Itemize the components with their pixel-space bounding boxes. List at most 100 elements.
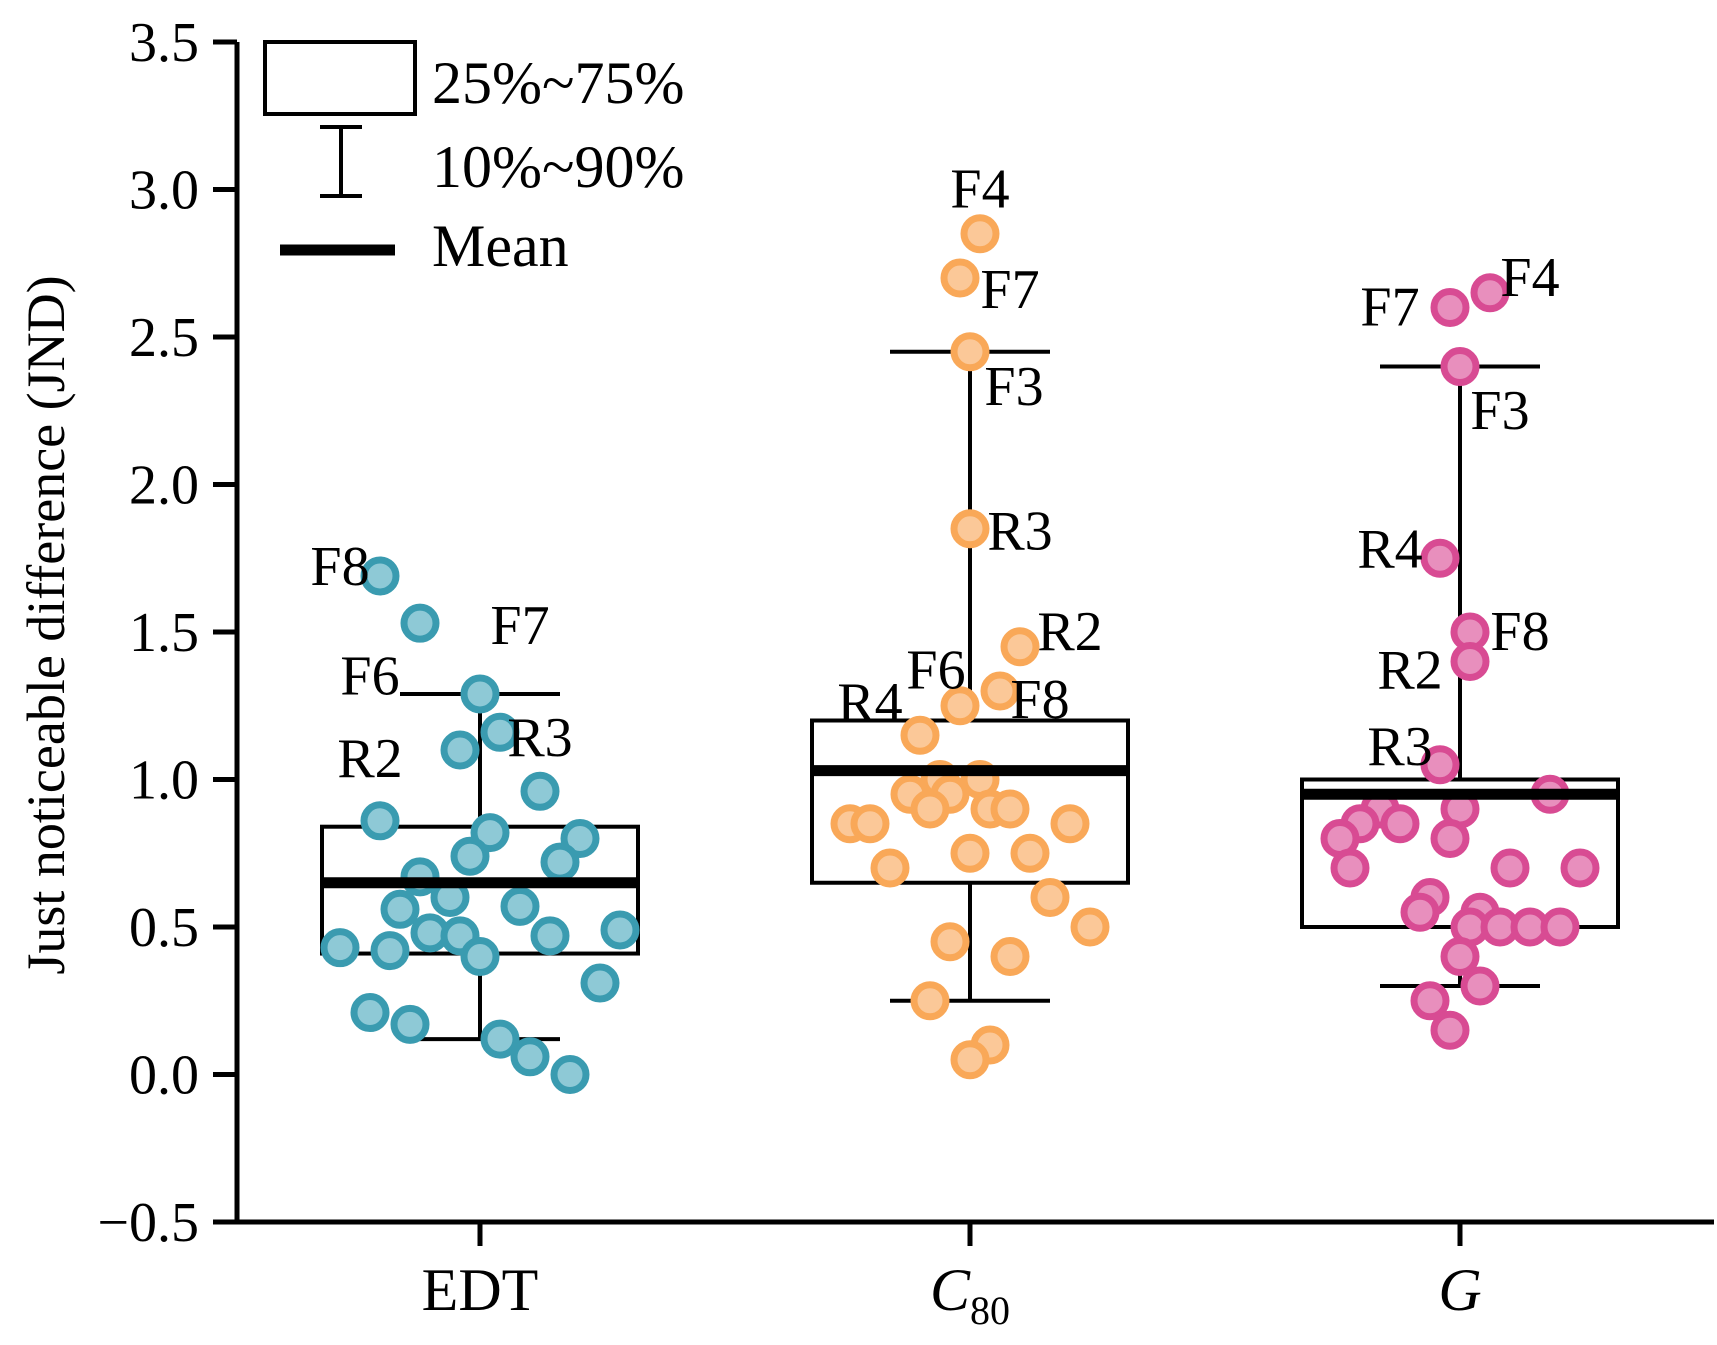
data-point-edt xyxy=(480,1019,520,1059)
data-point-edt xyxy=(460,674,500,714)
data-point-c80 xyxy=(990,937,1030,976)
data-point-edt xyxy=(540,842,580,882)
point-label-edt: R3 xyxy=(507,707,572,769)
data-point-g xyxy=(1440,347,1480,386)
data-point-edt xyxy=(480,712,520,752)
data-point-g xyxy=(1430,288,1470,327)
y-tick-label: 0.5 xyxy=(129,897,199,959)
data-point-edt xyxy=(600,910,640,950)
point-label-c80: F6 xyxy=(906,639,965,701)
data-point-c80 xyxy=(950,833,990,873)
data-point-c80 xyxy=(950,509,990,549)
data-point-edt xyxy=(360,801,400,841)
data-point-c80 xyxy=(930,922,970,962)
data-point-edt xyxy=(460,937,500,976)
data-point-edt xyxy=(510,1037,550,1077)
data-point-c80 xyxy=(1050,804,1090,844)
legend-box-label: 25%~75% xyxy=(432,50,684,116)
point-label-c80: R2 xyxy=(1037,601,1102,663)
data-point-edt xyxy=(550,1055,590,1094)
data-point-g xyxy=(1470,273,1510,313)
data-point-c80 xyxy=(1010,833,1050,873)
x-tick-label-c80: C80 xyxy=(930,1257,1010,1333)
data-point-edt xyxy=(390,1004,430,1044)
legend-box-swatch xyxy=(263,40,417,116)
point-label-g: F7 xyxy=(1360,277,1419,339)
y-tick-label: 3.5 xyxy=(129,12,199,74)
point-label-c80: F3 xyxy=(984,356,1043,418)
data-point-edt xyxy=(470,813,510,853)
data-point-edt xyxy=(370,931,410,971)
data-point-edt xyxy=(360,556,400,596)
data-point-g xyxy=(1380,804,1420,844)
legend: 25%~75% 10%~90% Mean xyxy=(263,40,684,279)
point-label-g: F8 xyxy=(1490,601,1549,663)
data-point-g xyxy=(1400,892,1440,932)
data-point-g xyxy=(1540,907,1580,947)
data-point-g xyxy=(1420,745,1460,785)
data-point-g xyxy=(1450,642,1490,681)
data-point-c80 xyxy=(910,789,950,829)
data-point-g xyxy=(1460,966,1500,1006)
point-label-c80: F8 xyxy=(1010,669,1069,731)
point-label-g: F4 xyxy=(1500,247,1559,309)
data-point-g xyxy=(1430,1010,1470,1050)
data-point-g xyxy=(1410,981,1450,1021)
data-point-edt xyxy=(380,889,420,929)
legend-whisker-label: 10%~90% xyxy=(432,134,684,200)
y-tick-label: 1.0 xyxy=(129,750,199,812)
y-tick-label: −0.5 xyxy=(97,1192,199,1254)
data-point-edt xyxy=(400,603,440,643)
y-axis-title: Just noticeable difference (JND) xyxy=(16,275,76,974)
point-label-g: F3 xyxy=(1470,380,1529,442)
point-label-edt: F7 xyxy=(490,595,549,657)
data-point-g xyxy=(1420,538,1460,578)
y-tick-label: 2.5 xyxy=(129,307,199,369)
data-point-c80 xyxy=(910,981,950,1021)
data-point-c80 xyxy=(950,332,990,372)
data-point-g xyxy=(1490,848,1530,888)
data-point-g xyxy=(1430,819,1470,858)
point-label-c80: R3 xyxy=(987,501,1052,563)
x-tick-label-edt: EDT xyxy=(422,1257,539,1323)
y-tick-label: 3.0 xyxy=(129,160,199,222)
point-label-edt: F8 xyxy=(310,536,369,598)
data-point-c80 xyxy=(990,789,1030,829)
data-point-c80 xyxy=(980,671,1020,711)
point-label-edt: R2 xyxy=(337,728,402,790)
data-point-edt xyxy=(530,916,570,956)
data-point-c80 xyxy=(1030,878,1070,917)
data-point-c80 xyxy=(1070,907,1110,947)
point-label-g: R2 xyxy=(1377,639,1442,701)
data-point-c80 xyxy=(870,848,910,888)
y-tick-label: 0.0 xyxy=(129,1045,199,1107)
data-point-edt xyxy=(350,993,390,1033)
data-point-c80 xyxy=(940,258,980,298)
data-point-g xyxy=(1440,937,1480,976)
point-label-c80: F7 xyxy=(980,259,1039,321)
data-point-edt xyxy=(440,730,480,770)
data-point-edt xyxy=(320,928,360,968)
y-axis-label: Just noticeable difference (JND) xyxy=(16,275,76,974)
data-point-c80 xyxy=(960,214,1000,254)
data-point-c80 xyxy=(850,804,890,844)
data-point-c80 xyxy=(1000,627,1040,667)
data-point-c80 xyxy=(950,1040,990,1080)
point-label-g: R3 xyxy=(1367,716,1432,778)
x-tick-label-g: G xyxy=(1438,1257,1481,1323)
point-label-c80: F4 xyxy=(950,159,1009,221)
point-label-g: R4 xyxy=(1357,518,1422,580)
data-point-c80 xyxy=(940,686,980,726)
plot-area: −0.5 0.0 0.5 1.0 1.5 2.0 2.5 3.0 3.5 EDT F8 F7 F6 R2 R… xyxy=(97,12,1714,1333)
data-point-edt xyxy=(500,886,540,926)
data-point-g xyxy=(1560,848,1600,888)
legend-mean-label: Mean xyxy=(432,213,569,279)
data-point-edt xyxy=(520,771,560,811)
point-label-edt: F6 xyxy=(340,645,399,707)
y-tick-label: 1.5 xyxy=(129,602,199,664)
y-tick-label: 2.0 xyxy=(129,455,199,517)
data-point-c80 xyxy=(900,715,940,755)
data-point-g xyxy=(1330,848,1370,888)
data-point-edt xyxy=(560,819,600,858)
